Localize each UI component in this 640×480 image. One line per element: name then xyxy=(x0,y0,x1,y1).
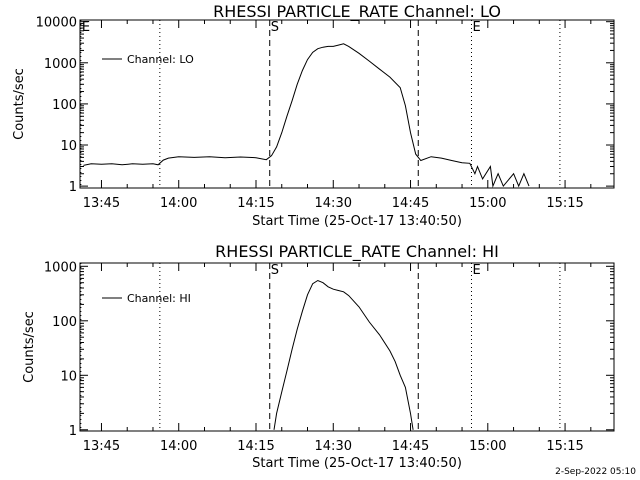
panel-2-x-tick-label: 14:45 xyxy=(392,439,429,454)
panel-2-y-axis-label: Counts/sec xyxy=(22,311,37,383)
panel-2-x-tick-label: 14:15 xyxy=(237,439,274,454)
panel-1-y-tick-label: 1000 xyxy=(44,57,77,72)
panel-2-marker-label: S xyxy=(271,263,279,278)
panel-1-x-tick-label: 14:45 xyxy=(392,196,429,211)
panel-1-title: RHESSI PARTICLE_RATE Channel: LO xyxy=(213,2,501,22)
panel-1-marker-label: E xyxy=(472,20,480,35)
panel-1-y-tick-label: 100 xyxy=(52,98,77,113)
panel-1-x-tick-label: 15:15 xyxy=(546,196,583,211)
panel-1-y-tick-label: 1 xyxy=(69,180,77,195)
panel-1-marker-label: E xyxy=(82,20,90,35)
panel-2-x-tick-label: 15:00 xyxy=(469,439,506,454)
panel-1-y-tick-label: 10000 xyxy=(36,16,77,31)
panel-2-legend-entry: Channel: HI xyxy=(127,292,191,305)
panel-1-marker-label: S xyxy=(271,20,279,35)
panel-2-y-tick-label: 1000 xyxy=(44,260,77,275)
panel-2-x-tick-label: 15:15 xyxy=(546,439,583,454)
panel-2-x-axis-label: Start Time (25-Oct-17 13:40:50) xyxy=(252,456,462,471)
panel-1-legend-entry: Channel: LO xyxy=(127,53,194,66)
panel-1-x-tick-label: 15:00 xyxy=(469,196,506,211)
panel-2-y-tick-label: 1 xyxy=(69,424,77,439)
panel-2-marker-label: E xyxy=(472,263,480,278)
panel-1-y-axis-label: Counts/sec xyxy=(12,68,27,140)
panel-1-x-tick-label: 14:00 xyxy=(160,196,197,211)
panel-2-y-tick-label: 100 xyxy=(52,315,77,330)
panel-2-x-tick-label: 14:30 xyxy=(315,439,352,454)
footer-timestamp: 2-Sep-2022 05:10 xyxy=(555,467,636,477)
panel-1-x-axis-label: Start Time (25-Oct-17 13:40:50) xyxy=(252,214,462,229)
panel-1-series-line xyxy=(83,43,530,189)
panel-1-y-tick-label: 10 xyxy=(60,139,77,154)
panel-1-x-tick-label: 14:15 xyxy=(237,196,274,211)
panel-2-series-line xyxy=(273,279,414,430)
panel-2-y-tick-label: 10 xyxy=(60,369,77,384)
panel-2-title: RHESSI PARTICLE_RATE Channel: HI xyxy=(215,242,499,262)
panel-2-plot-frame xyxy=(79,262,615,432)
panel-1-x-tick-label: 13:45 xyxy=(83,196,120,211)
panel-2-x-tick-label: 14:00 xyxy=(160,439,197,454)
panel-2-x-tick-label: 13:45 xyxy=(83,439,120,454)
panel-1-x-tick-label: 14:30 xyxy=(315,196,352,211)
